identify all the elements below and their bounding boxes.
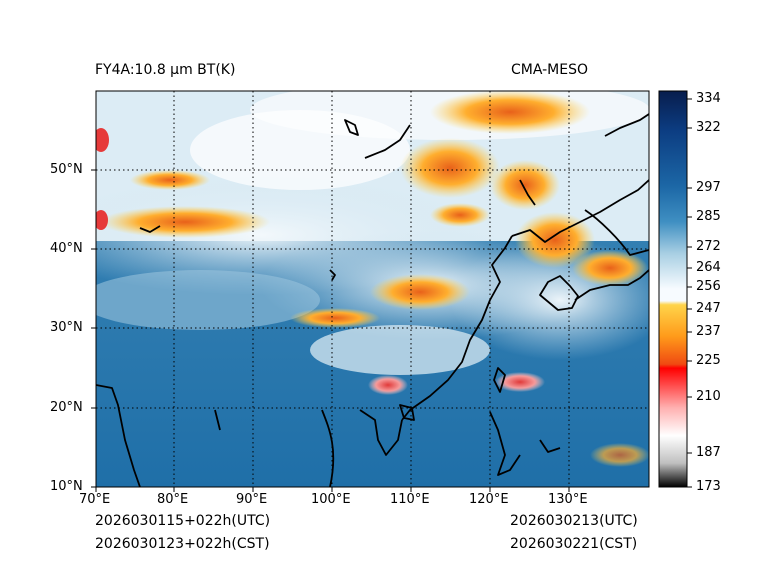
cbar-label-210: 210 bbox=[696, 389, 721, 404]
lon-label-130: 130°E bbox=[548, 492, 588, 507]
cbar-label-247: 247 bbox=[696, 301, 721, 316]
cbar-label-297: 297 bbox=[696, 180, 721, 195]
lat-label-10: 10°N bbox=[50, 479, 83, 494]
valid-time-cst: 2026030221(CST) bbox=[510, 536, 638, 552]
cbar-label-256: 256 bbox=[696, 279, 721, 294]
lat-label-40: 40°N bbox=[50, 241, 83, 256]
lat-label-20: 20°N bbox=[50, 400, 83, 415]
cbar-label-264: 264 bbox=[696, 260, 721, 275]
valid-time-utc: 2026030213(UTC) bbox=[510, 513, 638, 529]
lat-label-30: 30°N bbox=[50, 320, 83, 335]
cbar-label-173: 173 bbox=[696, 479, 721, 494]
lat-label-50: 50°N bbox=[50, 162, 83, 177]
product-title: FY4A:10.8 µm BT(K) bbox=[95, 62, 236, 78]
cbar-label-237: 237 bbox=[696, 324, 721, 339]
lon-label-70: 70°E bbox=[79, 492, 111, 507]
cbar-label-322: 322 bbox=[696, 120, 721, 135]
satellite-image bbox=[96, 91, 649, 487]
lon-label-120: 120°E bbox=[469, 492, 509, 507]
init-time-utc: 2026030115+022h(UTC) bbox=[95, 513, 271, 529]
cbar-label-187: 187 bbox=[696, 445, 721, 460]
cbar-label-225: 225 bbox=[696, 353, 721, 368]
init-time-cst: 2026030123+022h(CST) bbox=[95, 536, 270, 552]
cbar-label-334: 334 bbox=[696, 91, 721, 106]
source-label: CMA-MESO bbox=[511, 62, 589, 78]
map-frame bbox=[95, 90, 650, 488]
lon-label-100: 100°E bbox=[311, 492, 351, 507]
lon-label-80: 80°E bbox=[157, 492, 189, 507]
colorbar bbox=[658, 90, 688, 488]
cbar-label-272: 272 bbox=[696, 239, 721, 254]
lon-label-90: 90°E bbox=[236, 492, 268, 507]
lon-label-110: 110°E bbox=[390, 492, 430, 507]
cbar-label-285: 285 bbox=[696, 209, 721, 224]
